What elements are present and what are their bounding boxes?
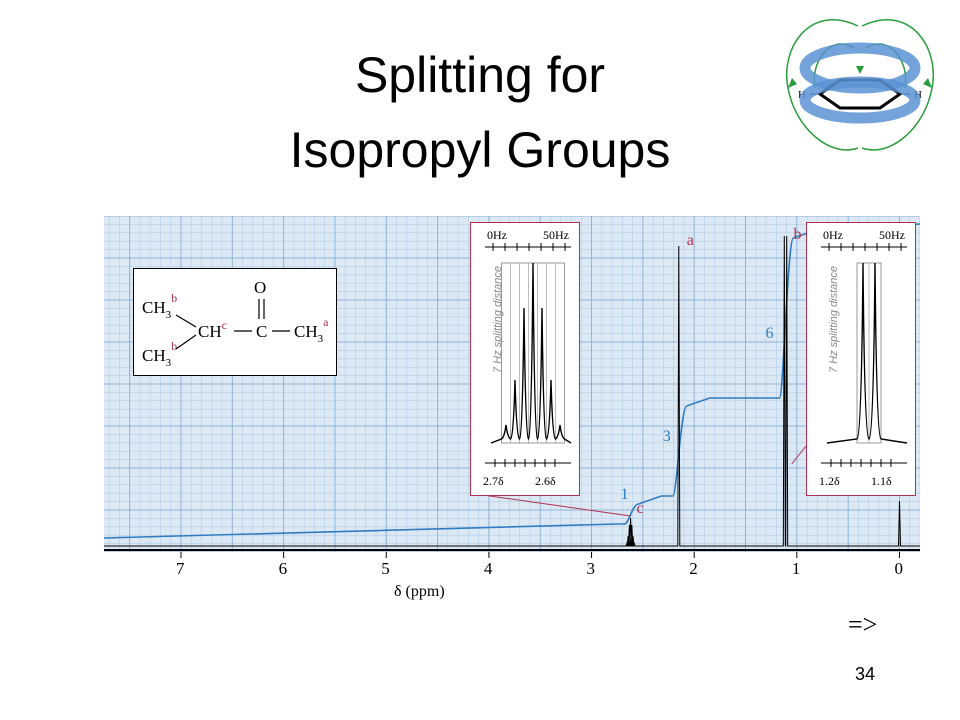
inset-top-scale-right: 50Hz	[879, 228, 905, 242]
ch3-lower-sub: 3	[166, 357, 172, 369]
ch3-upper: CH	[142, 298, 166, 317]
x-tick-label: 7	[176, 559, 185, 578]
peak-label-c: c	[636, 500, 644, 517]
inset-bottom-scale-right: 2.6δ	[535, 474, 556, 488]
ch3-upper-label: b	[171, 291, 177, 305]
inset-bottom-scale-left: 2.7δ	[483, 474, 504, 488]
svg-text:CH3b: CH3 b	[142, 291, 177, 321]
inset-bottom-scale-left: 1.2δ	[819, 474, 840, 488]
inset-top-scale-left: 0Hz	[487, 228, 507, 242]
integral-curve	[104, 223, 920, 539]
ch3-right-label: a	[323, 315, 329, 329]
peak-label-b: b	[793, 226, 802, 243]
ch3-right-sub: 3	[318, 333, 324, 345]
next-slide-arrow[interactable]: =>	[848, 610, 878, 639]
integral-label-3: 3	[662, 428, 671, 445]
inset-septet: 0Hz 50Hz 7 Hz splitting distance 2.7δ 2.6δ	[470, 222, 580, 496]
inset-top-scale-left: 0Hz	[823, 228, 843, 242]
x-tick-label: 4	[484, 559, 493, 578]
slide-title-line1: Splitting for	[354, 47, 606, 103]
ch3-right: CH	[294, 322, 318, 341]
benzene-ring-current-icon: H H	[786, 19, 934, 151]
ch-label: c	[222, 318, 227, 332]
slide-title-line2: Isopropyl Groups	[289, 122, 671, 178]
x-tick-label: 5	[381, 559, 390, 578]
x-tick-label: 0	[894, 559, 903, 578]
x-axis-label: δ (ppm)	[394, 583, 445, 600]
inset-peak-trace	[826, 262, 908, 444]
integral-label-1: 1	[620, 486, 629, 503]
svg-text:CHc: CHc	[198, 318, 227, 341]
peak-label-a: a	[686, 232, 694, 249]
spectrum-trace	[104, 235, 920, 547]
page-number: 34	[855, 664, 876, 684]
integral-label-6: 6	[765, 325, 774, 342]
inset-bottom-scale-right: 1.1δ	[871, 474, 892, 488]
ch3-upper-sub: 3	[166, 309, 172, 321]
inset-peak-trace	[490, 262, 572, 444]
inset-side-label: 7 Hz splitting distance	[828, 266, 840, 373]
x-tick-label: 2	[689, 559, 698, 578]
x-tick-label: 6	[279, 559, 288, 578]
ch3-lower: CH	[142, 346, 166, 365]
x-axis: 7 6 5 4 3 2 1 0 δ (ppm)	[176, 552, 903, 600]
svg-text:CH3b: CH3 b	[142, 339, 177, 369]
inset-top-scale-right: 50Hz	[543, 228, 569, 242]
ch3-lower-label: b	[171, 339, 177, 353]
carbonyl-c: C	[256, 322, 267, 341]
svg-text:CH3a: CH3 a	[294, 315, 329, 345]
inset-side-label: 7 Hz splitting distance	[492, 266, 504, 373]
inset-doublet: 0Hz 50Hz 7 Hz splitting distance 1.2δ 1.1δ	[806, 222, 916, 496]
x-tick-label: 1	[792, 559, 801, 578]
molecule-structure: CH3b CHc O C CH3a CH3b	[133, 268, 337, 376]
carbonyl-o: O	[254, 278, 266, 297]
x-tick-label: 3	[587, 559, 596, 578]
ch-group: CH	[198, 322, 222, 341]
